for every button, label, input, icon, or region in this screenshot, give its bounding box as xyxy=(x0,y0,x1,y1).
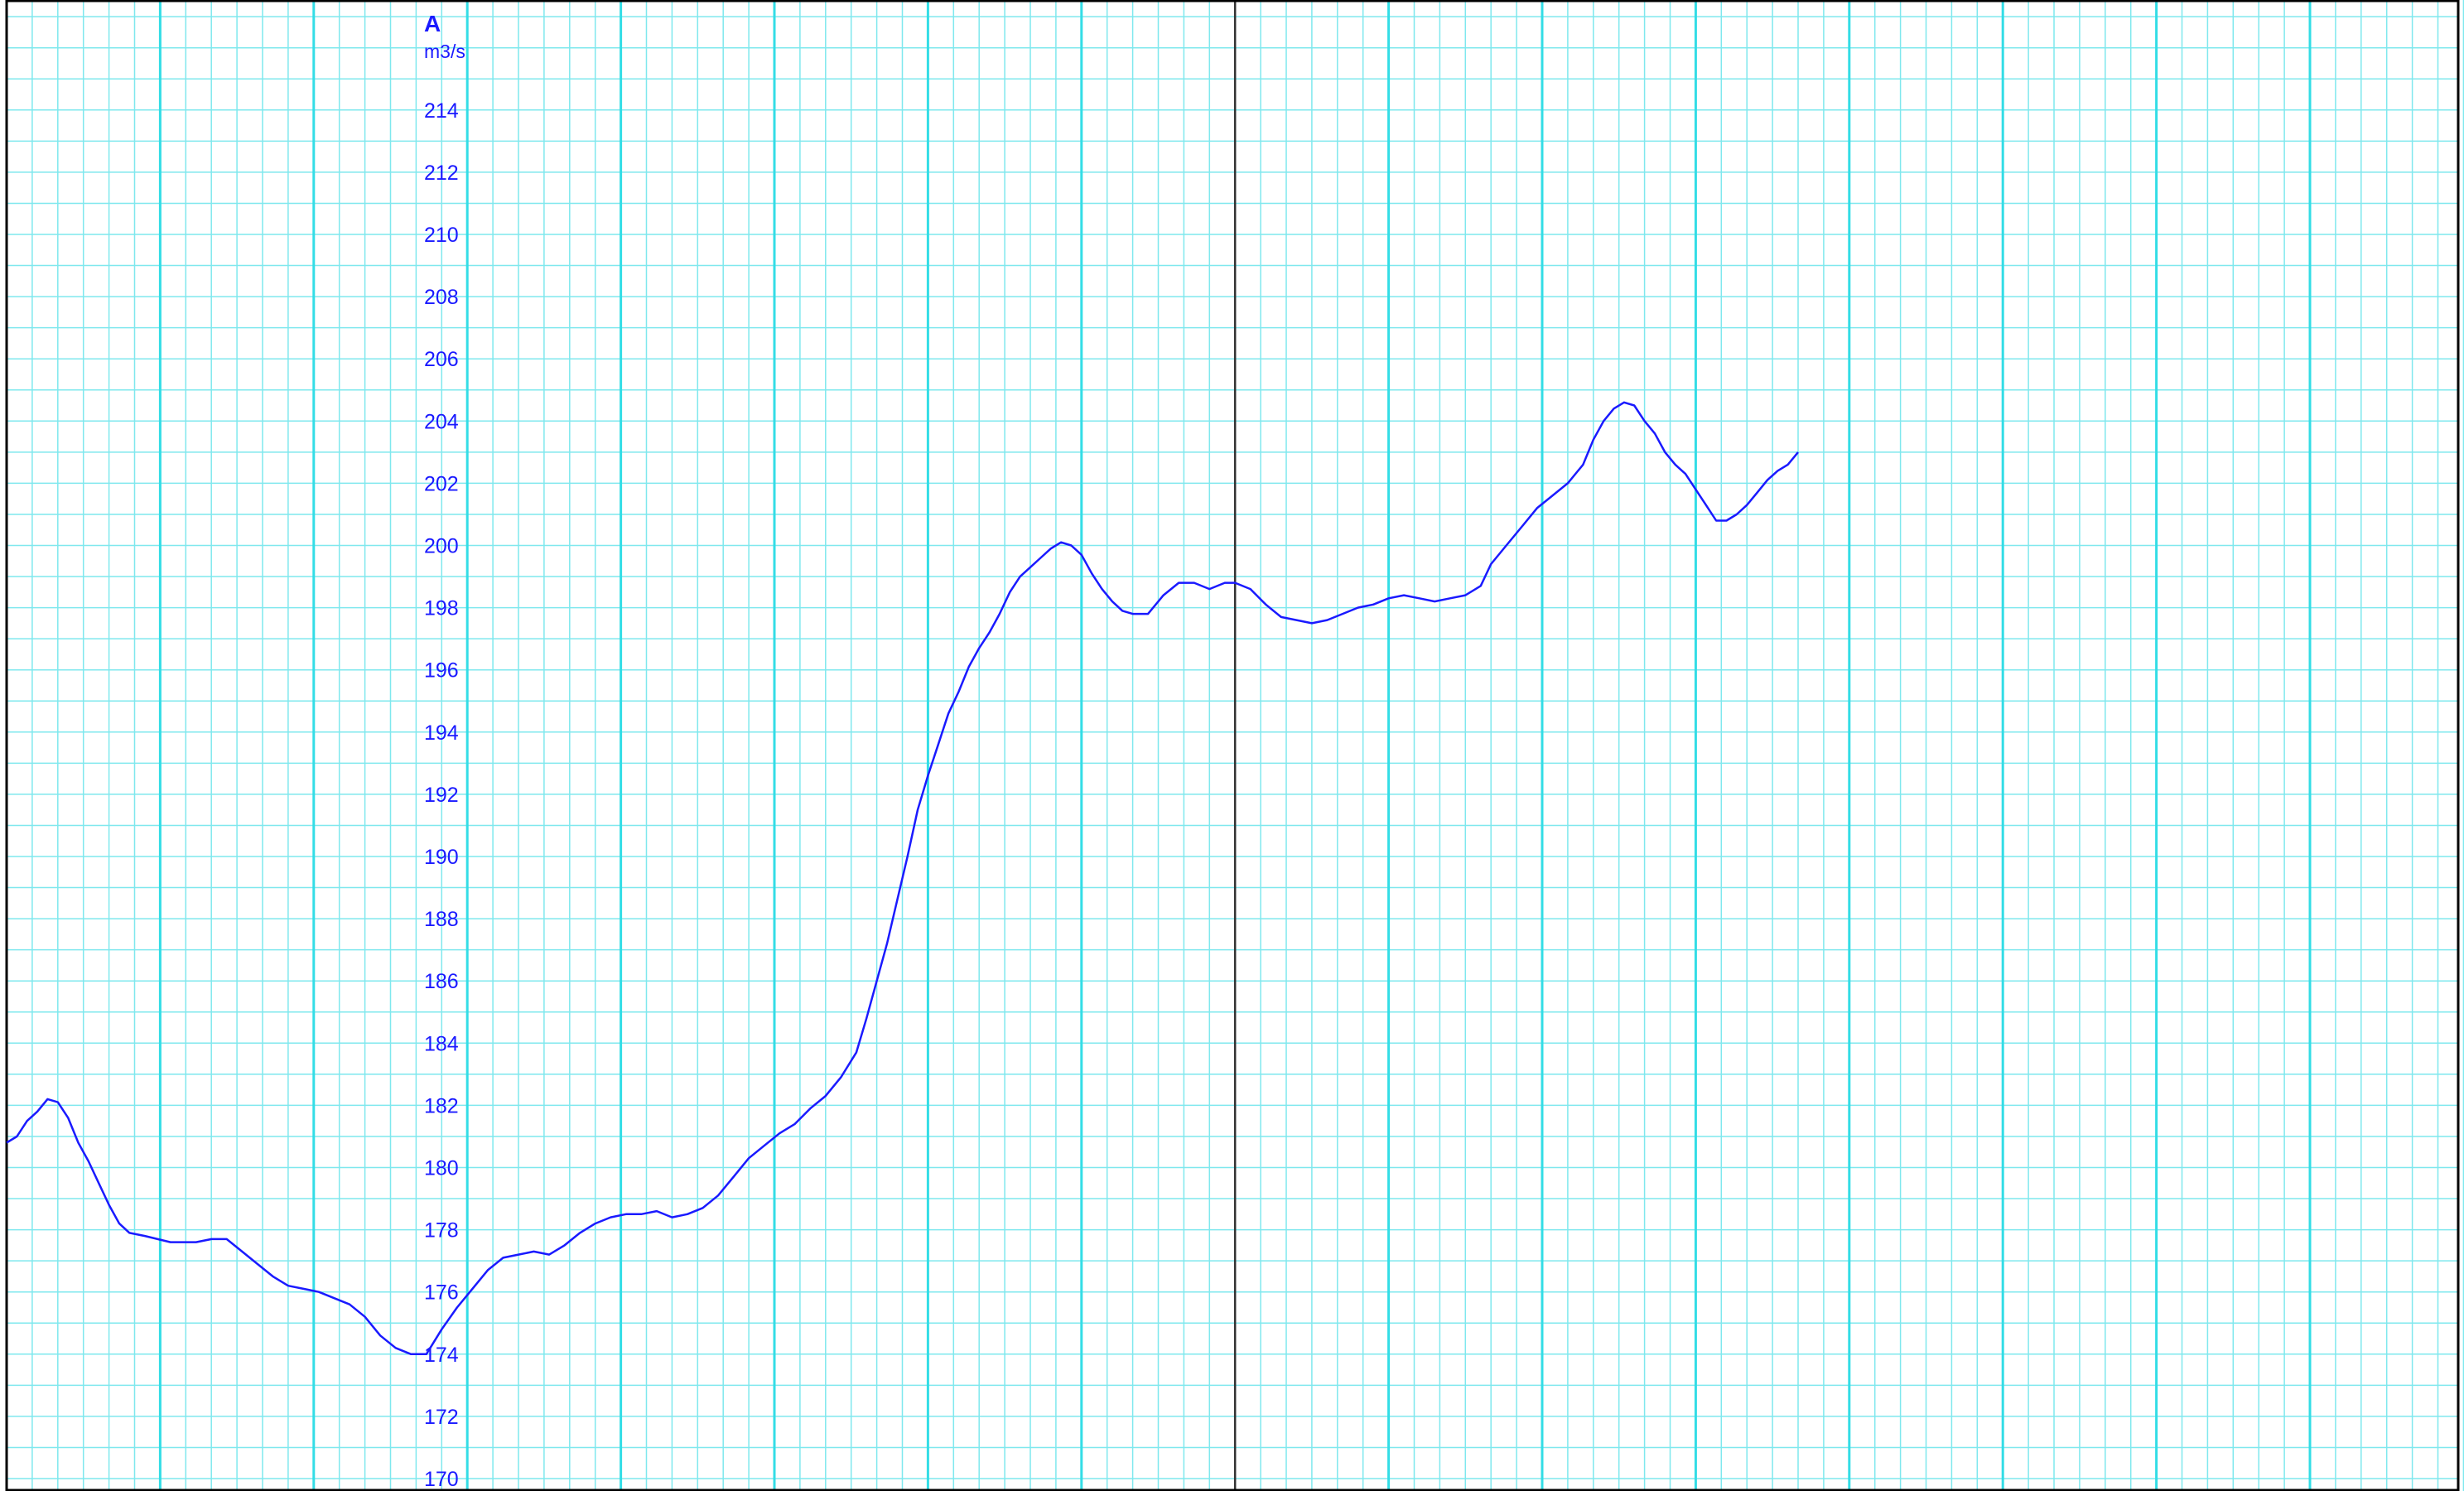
grid-major-vertical xyxy=(158,0,2312,1491)
y-tick-label: 184 xyxy=(424,1032,459,1055)
y-tick-label: 178 xyxy=(424,1219,459,1242)
y-tick-label: 190 xyxy=(424,846,459,869)
y-tick-label: 202 xyxy=(424,472,459,495)
y-tick-label: 188 xyxy=(424,908,459,931)
y-tick-label: 214 xyxy=(424,99,459,123)
y-tick-label: 194 xyxy=(424,721,459,745)
axis-unit-label: m3/s xyxy=(424,41,465,62)
y-tick-label: 170 xyxy=(424,1468,459,1491)
y-tick-label: 204 xyxy=(424,410,459,433)
grid-minor-horizontal xyxy=(7,16,2458,1479)
y-tick-label: 174 xyxy=(424,1344,459,1367)
y-tick-label: 182 xyxy=(424,1094,459,1117)
y-tick-label: 208 xyxy=(424,286,459,309)
y-axis: A m3/s 170 172 174 176 178 180 182 184 186 188 190… xyxy=(424,11,465,1491)
y-tick-label: 210 xyxy=(424,224,459,247)
y-tick-label: 196 xyxy=(424,659,459,683)
y-tick-label: 186 xyxy=(424,970,459,993)
axis-letter: A xyxy=(424,11,441,36)
y-tick-label: 192 xyxy=(424,784,459,807)
plot-frame xyxy=(5,0,2460,1491)
y-tick-label: 176 xyxy=(424,1281,459,1305)
y-tick-labels: 170 172 174 176 178 180 182 184 186 188 190 192 194 1… xyxy=(424,99,459,1491)
y-tick-label: 212 xyxy=(424,162,459,185)
y-tick-label: 206 xyxy=(424,348,459,371)
y-tick-label: 172 xyxy=(424,1406,459,1429)
series-line-flow xyxy=(6,401,1799,1356)
y-tick-label: 198 xyxy=(424,597,459,620)
y-tick-label: 180 xyxy=(424,1157,459,1180)
y-tick-label: 200 xyxy=(424,535,459,558)
